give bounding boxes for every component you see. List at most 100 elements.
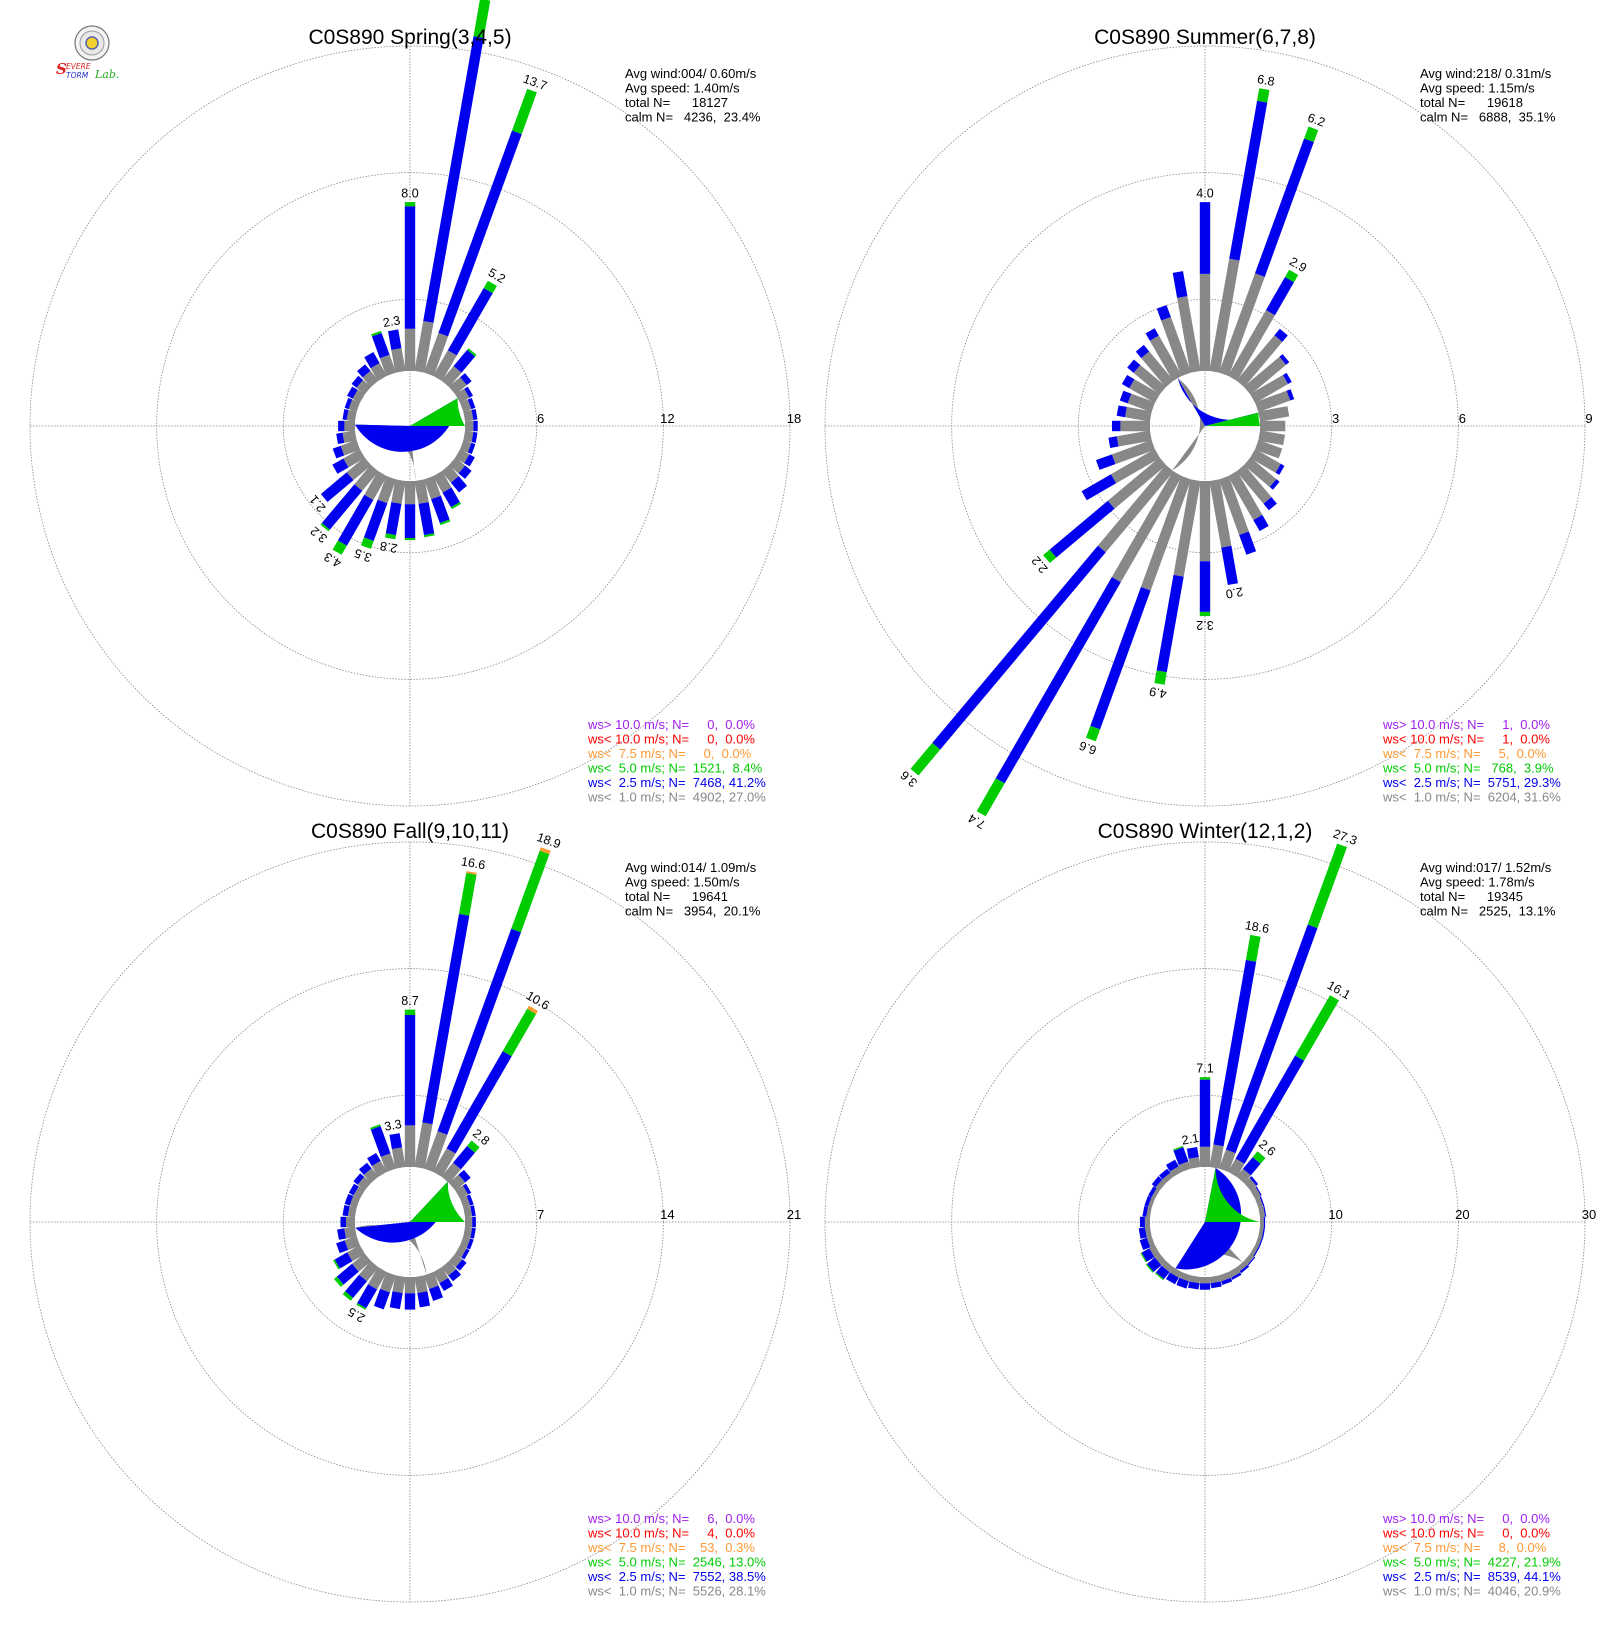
bar-dir-220-ws-lt-2-5	[932, 545, 1106, 750]
bar-dir-260-ws-lt-2-5	[1138, 1227, 1147, 1239]
bar-dir-160-ws-lt-1	[1218, 1271, 1231, 1282]
bar-dir-310-ws-lt-1	[356, 379, 372, 395]
bar-dir-50-ws-lt-2-5	[1249, 1176, 1259, 1186]
bar-dir-20-ws-lt-1	[423, 332, 449, 377]
ring-label-3: 9	[1585, 411, 1592, 426]
ring-3	[824, 841, 1586, 1603]
bar-dir-270-ws-lt-1	[344, 420, 355, 432]
ring-2	[156, 968, 664, 1476]
bar-dir-60-ws-lt-1	[455, 388, 470, 403]
bar-dir-210-ws-lt-5	[356, 1303, 367, 1310]
bar-label-dir-190: 4.9	[1148, 684, 1168, 701]
bar-dir-100-ws-lt-2-5	[1262, 1227, 1266, 1238]
bar-dir-210-ws-lt-2-5	[337, 494, 374, 546]
bar-dir-350-ws-lt-2-5	[388, 329, 402, 350]
bar-dir-130-ws-lt-2-5	[1247, 1256, 1256, 1266]
bar-dir-30-ws-lt-5	[483, 280, 497, 294]
bar-dir-120-ws-lt-1	[1250, 1245, 1259, 1256]
bar-dir-30-ws-lt-5	[1285, 269, 1299, 283]
bar-dir-90-ws-lt-1	[465, 420, 474, 432]
bar-dir-220-ws-lt-5	[1155, 1272, 1164, 1281]
bar-label-dir-200: 6.6	[1077, 738, 1098, 757]
bar-dir-330-ws-lt-2-5	[364, 352, 380, 369]
bar-dir-160-ws-lt-1	[423, 1271, 439, 1290]
ring-label-1: 7	[537, 1207, 544, 1222]
bar-dir-200-ws-lt-1	[1179, 1271, 1192, 1282]
bar-dir-270-ws-lt-1	[1120, 420, 1150, 432]
stat-line-4: calm N= 2525, 13.1%	[1420, 904, 1556, 919]
bar-dir-200-ws-lt-1	[1140, 475, 1192, 591]
bar-dir-330-ws-lt-1	[1149, 335, 1182, 381]
bar-dir-190-ws-lt-2-5	[1156, 574, 1184, 673]
bar-dir-300-ws-lt-2-5	[348, 1183, 359, 1196]
bar-dir-140-ws-lt-1	[441, 464, 459, 483]
bar-dir-260-ws-lt-2-5	[336, 432, 345, 444]
bar-dir-310-ws-lt-2-5	[353, 1173, 365, 1185]
bar-dir-40-ws-lt-5	[467, 1140, 480, 1153]
bar-dir-170-ws-lt-2-5	[1210, 1281, 1222, 1289]
bar-dir-210-ws-lt-2-5	[995, 577, 1121, 784]
bar-dir-220-ws-lt-1	[1161, 1260, 1174, 1273]
bar-dir-340-ws-lt-2-5	[1173, 1147, 1189, 1165]
bar-dir-320-ws-lt-1	[1141, 351, 1174, 388]
bar-dir-240-ws-lt-2-5	[1141, 1248, 1155, 1262]
bar-dir-320-ws-lt-1	[363, 1168, 379, 1184]
bar-dir-200-ws-lt-5	[361, 537, 374, 549]
pie-slice-ws-5-0	[410, 398, 465, 426]
ring-1	[1077, 1094, 1333, 1350]
bar-dir-90-ws-lt-1	[465, 1216, 473, 1228]
bar-dir-30-ws-lt-1	[1228, 1158, 1245, 1177]
bar-dir-0-ws-lt-2-5	[404, 1015, 416, 1126]
bar-dir-50-ws-lt-1	[448, 1174, 466, 1191]
stat-line-1: Avg wind:014/ 1.09m/s	[625, 860, 757, 875]
bar-dir-250-ws-lt-2-5	[332, 445, 345, 459]
bar-label-dir-350: 3.3	[383, 1117, 403, 1134]
bar-dir-150-ws-lt-1	[1228, 1267, 1241, 1278]
severe-storm-lab-logo: S EVERE TORM Lab.	[52, 24, 144, 84]
bar-dir-0-ws-lt-2-5	[404, 206, 416, 329]
bar-dir-90-ws-lt-2-5	[1263, 1216, 1266, 1228]
bar-dir-110-ws-lt-2-5	[466, 1238, 474, 1250]
bar-dir-180-ws-lt-5	[1199, 611, 1211, 617]
bar-dir-90-ws-lt-2-5	[473, 420, 478, 432]
bar-dir-250-ws-lt-1	[344, 1235, 361, 1250]
ring-label-3: 18	[787, 411, 801, 426]
bar-dir-10-ws-lt-1	[1209, 1144, 1224, 1169]
svg-text:S: S	[56, 60, 67, 78]
bar-dir-150-ws-lt-2-5	[1253, 514, 1269, 532]
bar-dir-140-ws-lt-1	[1236, 464, 1272, 504]
bar-dir-180-ws-lt-2-5	[404, 504, 416, 538]
stat-line-3: total N= 18127	[625, 95, 728, 110]
bar-dir-220-ws-lt-5	[320, 523, 330, 532]
bar-dir-240-ws-lt-2-5	[1081, 474, 1117, 501]
bar-dir-350-ws-lt-1	[391, 1147, 406, 1169]
stat-line-2: Avg speed: 1.50m/s	[625, 875, 740, 890]
stat-line-1: Avg wind:218/ 0.31m/s	[1420, 66, 1552, 81]
bar-dir-170-ws-lt-1	[1209, 1275, 1221, 1284]
bar-dir-270-ws-lt-1	[1144, 1216, 1150, 1228]
bar-dir-330-ws-lt-2-5	[367, 1153, 381, 1166]
bar-dir-320-ws-lt-2-5	[357, 364, 371, 378]
bar-dir-290-ws-lt-2-5	[344, 1194, 354, 1206]
bar-dir-40-ws-lt-1	[441, 1162, 461, 1184]
bar-dir-280-ws-lt-2-5	[342, 409, 349, 421]
stat-line-4: calm N= 6888, 35.1%	[1420, 110, 1556, 125]
bar-dir-140-ws-lt-1	[1236, 1260, 1248, 1272]
bar-dir-340-ws-lt-2-5	[371, 332, 390, 359]
bar-dir-170-ws-lt-1	[1209, 479, 1232, 548]
legend-entry-6: ws< 1.0 m/s; N= 4046, 20.9%	[1382, 1584, 1561, 1599]
bar-dir-260-ws-lt-2-5	[1108, 436, 1119, 448]
bar-dir-130-ws-lt-1	[1243, 1253, 1255, 1265]
bar-dir-190-ws-lt-1	[1189, 1275, 1201, 1284]
pie-slice-calm	[1172, 415, 1260, 471]
bar-dir-10-ws-lt-2-5	[1229, 100, 1268, 261]
bar-label-dir-10: 6.8	[1256, 72, 1276, 89]
ring-2	[156, 172, 664, 680]
legend-entry-4: ws< 5.0 m/s; N= 768, 3.9%	[1382, 761, 1554, 776]
bar-dir-10-ws-lt-5	[473, 0, 491, 38]
ring-2	[951, 968, 1459, 1476]
bar-label-dir-0: 7.1	[1196, 1061, 1213, 1075]
bar-dir-290-ws-lt-1	[349, 1195, 361, 1209]
bar-dir-70-ws-lt-1	[459, 399, 472, 413]
